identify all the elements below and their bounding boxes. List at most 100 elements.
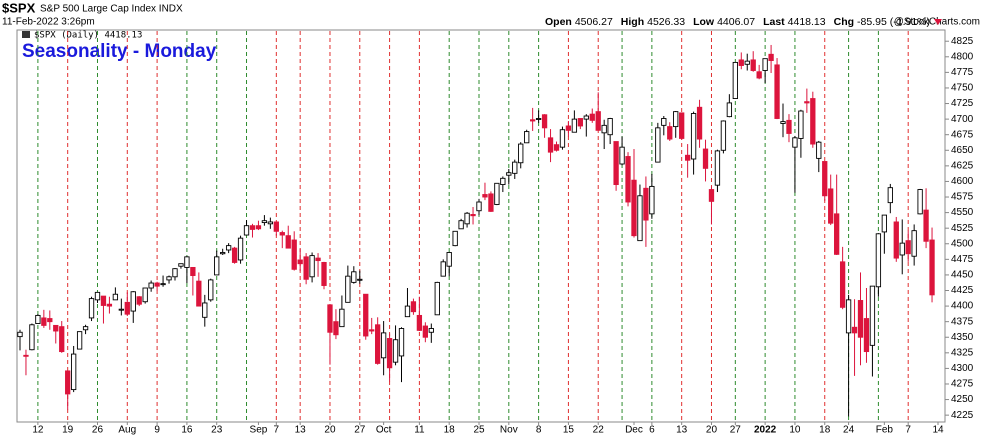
candle-body xyxy=(94,291,101,301)
candle-body xyxy=(804,101,810,104)
candle-body xyxy=(696,106,703,140)
candle-body xyxy=(315,257,321,262)
candle-body xyxy=(834,213,840,255)
candle-body xyxy=(136,296,142,305)
candle-body xyxy=(47,318,53,323)
x-tick-label: 23 xyxy=(211,425,223,436)
candle-body xyxy=(130,291,136,312)
candle-body xyxy=(261,220,268,224)
candle-body xyxy=(267,221,274,225)
candle-body xyxy=(309,255,315,278)
down-arrow xyxy=(934,19,942,25)
candle-body xyxy=(321,262,327,286)
candle-body xyxy=(339,308,345,328)
candle-body xyxy=(76,331,83,350)
y-tick-label: 4500 xyxy=(951,238,974,249)
candle-body xyxy=(249,225,256,230)
quote-label: Open xyxy=(545,16,572,28)
candle-body xyxy=(786,119,792,134)
candle-body xyxy=(178,263,184,267)
candle-body xyxy=(911,230,917,257)
y-tick-label: 4750 xyxy=(951,83,974,94)
x-tick-label: 27 xyxy=(354,425,366,436)
candle-body xyxy=(375,324,381,364)
candle-body xyxy=(255,225,262,230)
candle-body xyxy=(583,115,589,120)
candle-body xyxy=(869,285,876,346)
candle-body xyxy=(822,161,828,197)
candle-body xyxy=(679,112,685,139)
x-tick-label: 16 xyxy=(181,425,193,436)
candle-body xyxy=(577,118,583,127)
candle-body xyxy=(208,279,214,301)
candle-body xyxy=(190,266,196,276)
candle-body xyxy=(929,239,935,296)
security-name: S&P 500 Large Cap Index INDX xyxy=(40,4,183,15)
candle-body xyxy=(893,221,899,259)
symbol: $SPX xyxy=(2,0,36,15)
candle-body xyxy=(482,194,488,198)
x-tick-label: Dec xyxy=(625,425,643,436)
candle-body xyxy=(923,209,929,242)
chart-title: Seasonality - Monday xyxy=(22,41,217,62)
x-tick-label: 24 xyxy=(843,425,855,436)
candle-body xyxy=(816,141,822,159)
candle-body xyxy=(214,256,220,276)
candle-body xyxy=(23,354,29,357)
y-tick-label: 4475 xyxy=(951,254,974,265)
quote-value: 4406.07 xyxy=(717,16,755,28)
candle-body xyxy=(661,118,667,126)
candle-body xyxy=(82,326,89,331)
candle-body xyxy=(750,59,756,71)
candle-body xyxy=(565,125,572,131)
candle-body xyxy=(535,118,542,120)
candle-body xyxy=(464,212,470,225)
candle-body xyxy=(613,141,619,186)
candle-body xyxy=(494,182,500,205)
candle-body xyxy=(649,185,655,215)
candle-body xyxy=(53,324,59,332)
quote-label: High xyxy=(621,16,644,28)
candle-body xyxy=(196,280,202,307)
candle-body xyxy=(601,124,607,134)
candle-body xyxy=(41,317,47,326)
x-tick-label: Nov xyxy=(500,425,518,436)
candle-body xyxy=(726,102,733,118)
y-tick-label: 4825 xyxy=(951,36,974,47)
candle-body xyxy=(607,118,613,136)
x-tick-label: 11 xyxy=(414,425,425,436)
candle-body xyxy=(738,59,744,66)
candle-body xyxy=(845,299,852,334)
x-tick-label: 14 xyxy=(932,425,944,436)
datetime: 11-Feb-2022 3:26pm xyxy=(2,17,95,28)
x-tick-label: Oct xyxy=(376,425,392,436)
y-tick-label: 4625 xyxy=(951,161,974,172)
candle-body xyxy=(291,239,297,270)
candle-body xyxy=(357,278,363,281)
candle-body xyxy=(488,193,494,212)
candle-body xyxy=(702,148,709,169)
candle-body xyxy=(810,98,816,145)
candle-body xyxy=(106,303,113,307)
candle-body xyxy=(905,240,911,255)
x-tick-label: 7 xyxy=(905,425,911,436)
candle-body xyxy=(625,156,631,203)
candle-body xyxy=(774,64,780,119)
candle-body xyxy=(762,58,768,71)
x-tick-label: 20 xyxy=(324,425,336,436)
candle-body xyxy=(512,161,518,174)
candle-body xyxy=(303,256,309,280)
candle-body xyxy=(220,252,226,255)
candle-body xyxy=(345,275,351,303)
x-tick-label: 20 xyxy=(706,425,718,436)
x-tick-label: 27 xyxy=(730,425,742,436)
quote-value: 4526.33 xyxy=(647,16,685,28)
y-tick-label: 4350 xyxy=(951,332,974,343)
y-tick-label: 4700 xyxy=(951,114,974,125)
candle-body xyxy=(857,300,864,338)
candle-body xyxy=(524,131,530,144)
x-tick-label: 10 xyxy=(789,425,801,436)
candle-body xyxy=(166,276,172,281)
candle-body xyxy=(756,71,762,79)
candle-body xyxy=(297,259,303,265)
